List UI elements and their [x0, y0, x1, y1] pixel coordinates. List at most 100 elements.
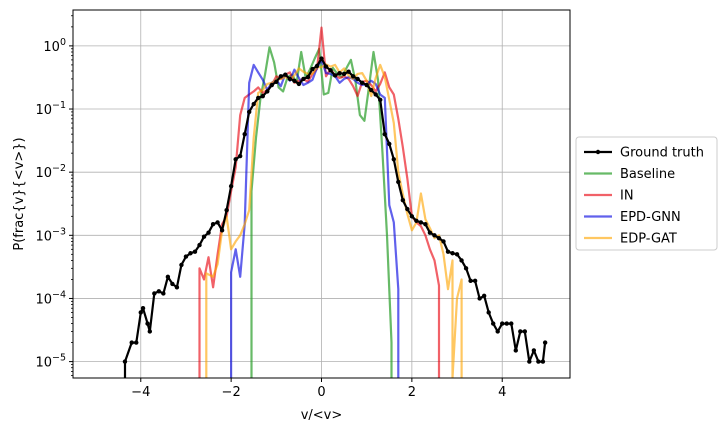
data-point [350, 74, 356, 79]
data-point [518, 329, 523, 334]
data-point [332, 73, 338, 78]
data-point [436, 236, 442, 241]
legend-items: Ground truth Baseline IN EPD-GNN EDP-GAT [584, 146, 704, 247]
data-point [468, 278, 473, 284]
data-point [323, 64, 329, 69]
series-line-ground-truth [123, 57, 547, 378]
data-point [432, 233, 437, 238]
data-point [138, 310, 143, 315]
data-point [161, 291, 166, 296]
data-point [147, 329, 153, 334]
data-point [233, 157, 238, 162]
data-point [423, 221, 428, 227]
legend-item-baseline: Baseline [584, 167, 675, 182]
data-point [237, 153, 243, 159]
data-point [152, 291, 157, 296]
data-point [197, 242, 202, 248]
x-axis-label: v/<v> [301, 408, 343, 423]
data-point [396, 179, 401, 185]
legend-item-in: IN [584, 189, 634, 204]
data-point [382, 131, 387, 137]
data-point [513, 348, 518, 353]
data-point [337, 70, 342, 76]
series-layer [122, 26, 548, 378]
data-point [156, 289, 162, 294]
y-tick-label: 10−4 [35, 289, 66, 307]
data-point [387, 141, 392, 147]
data-point [481, 293, 487, 299]
data-point [542, 340, 548, 345]
data-point [210, 221, 216, 227]
data-point [500, 321, 505, 326]
data-point [463, 266, 469, 271]
x-tick-label: −2 [222, 385, 241, 400]
data-point [495, 329, 500, 334]
legend-item-edp-gat: EDP-GAT [584, 232, 677, 247]
data-point [192, 249, 198, 254]
data-point [319, 56, 324, 61]
data-point [486, 310, 491, 315]
data-point [215, 220, 220, 225]
data-point [122, 359, 128, 364]
data-point [287, 76, 293, 82]
x-axis-ticks: −4 −2 0 2 4 [131, 378, 506, 400]
data-point [228, 183, 234, 189]
data-point [509, 321, 514, 326]
data-point [242, 131, 247, 137]
legend-item-ground-truth: Ground truth [584, 146, 704, 161]
data-point [256, 95, 261, 101]
series-line-epd-gnn [230, 58, 400, 378]
legend-marker [595, 149, 601, 155]
data-point [472, 278, 478, 284]
data-point [219, 228, 225, 233]
data-point [536, 359, 541, 364]
data-point [540, 359, 546, 364]
data-point [341, 71, 347, 77]
data-point [145, 321, 150, 326]
x-tick-label: 4 [498, 385, 506, 400]
legend-box [575, 136, 718, 251]
data-point [490, 321, 496, 326]
data-point [310, 66, 315, 72]
y-axis-label: P(frac{v}{<v>}) [12, 137, 27, 250]
legend-label: Baseline [620, 167, 675, 182]
data-point [129, 340, 134, 345]
data-point [378, 97, 383, 102]
x-tick-label: 0 [317, 385, 325, 400]
data-point [301, 76, 306, 82]
data-point [359, 80, 365, 86]
data-point [522, 329, 528, 334]
data-point [328, 68, 333, 73]
data-point [504, 321, 509, 326]
data-point [260, 93, 265, 99]
y-tick-label: 100 [43, 37, 66, 55]
data-point [170, 281, 175, 287]
data-point [179, 262, 184, 268]
data-point [369, 87, 374, 93]
data-point [292, 78, 297, 83]
data-point [251, 101, 256, 107]
x-tick-label: −4 [131, 385, 150, 400]
x-tick-label: 2 [408, 385, 416, 400]
data-point [450, 251, 455, 256]
data-point [174, 285, 180, 290]
legend-item-epd-gnn: EPD-GNN [584, 210, 681, 225]
data-point [427, 230, 433, 235]
data-point [201, 234, 207, 239]
data-point [188, 251, 193, 256]
legend-label: EPD-GNN [620, 210, 681, 225]
data-point [224, 207, 229, 213]
data-point [477, 296, 482, 301]
y-tick-label: 10−2 [35, 163, 66, 181]
data-point [134, 340, 139, 345]
data-point [454, 252, 460, 257]
y-tick-label: 10−1 [35, 100, 66, 118]
data-point [314, 63, 320, 69]
data-point [183, 254, 189, 259]
data-point [414, 218, 419, 223]
y-tick-label: 10−5 [35, 353, 66, 371]
data-point [445, 249, 451, 254]
data-point [206, 230, 211, 235]
